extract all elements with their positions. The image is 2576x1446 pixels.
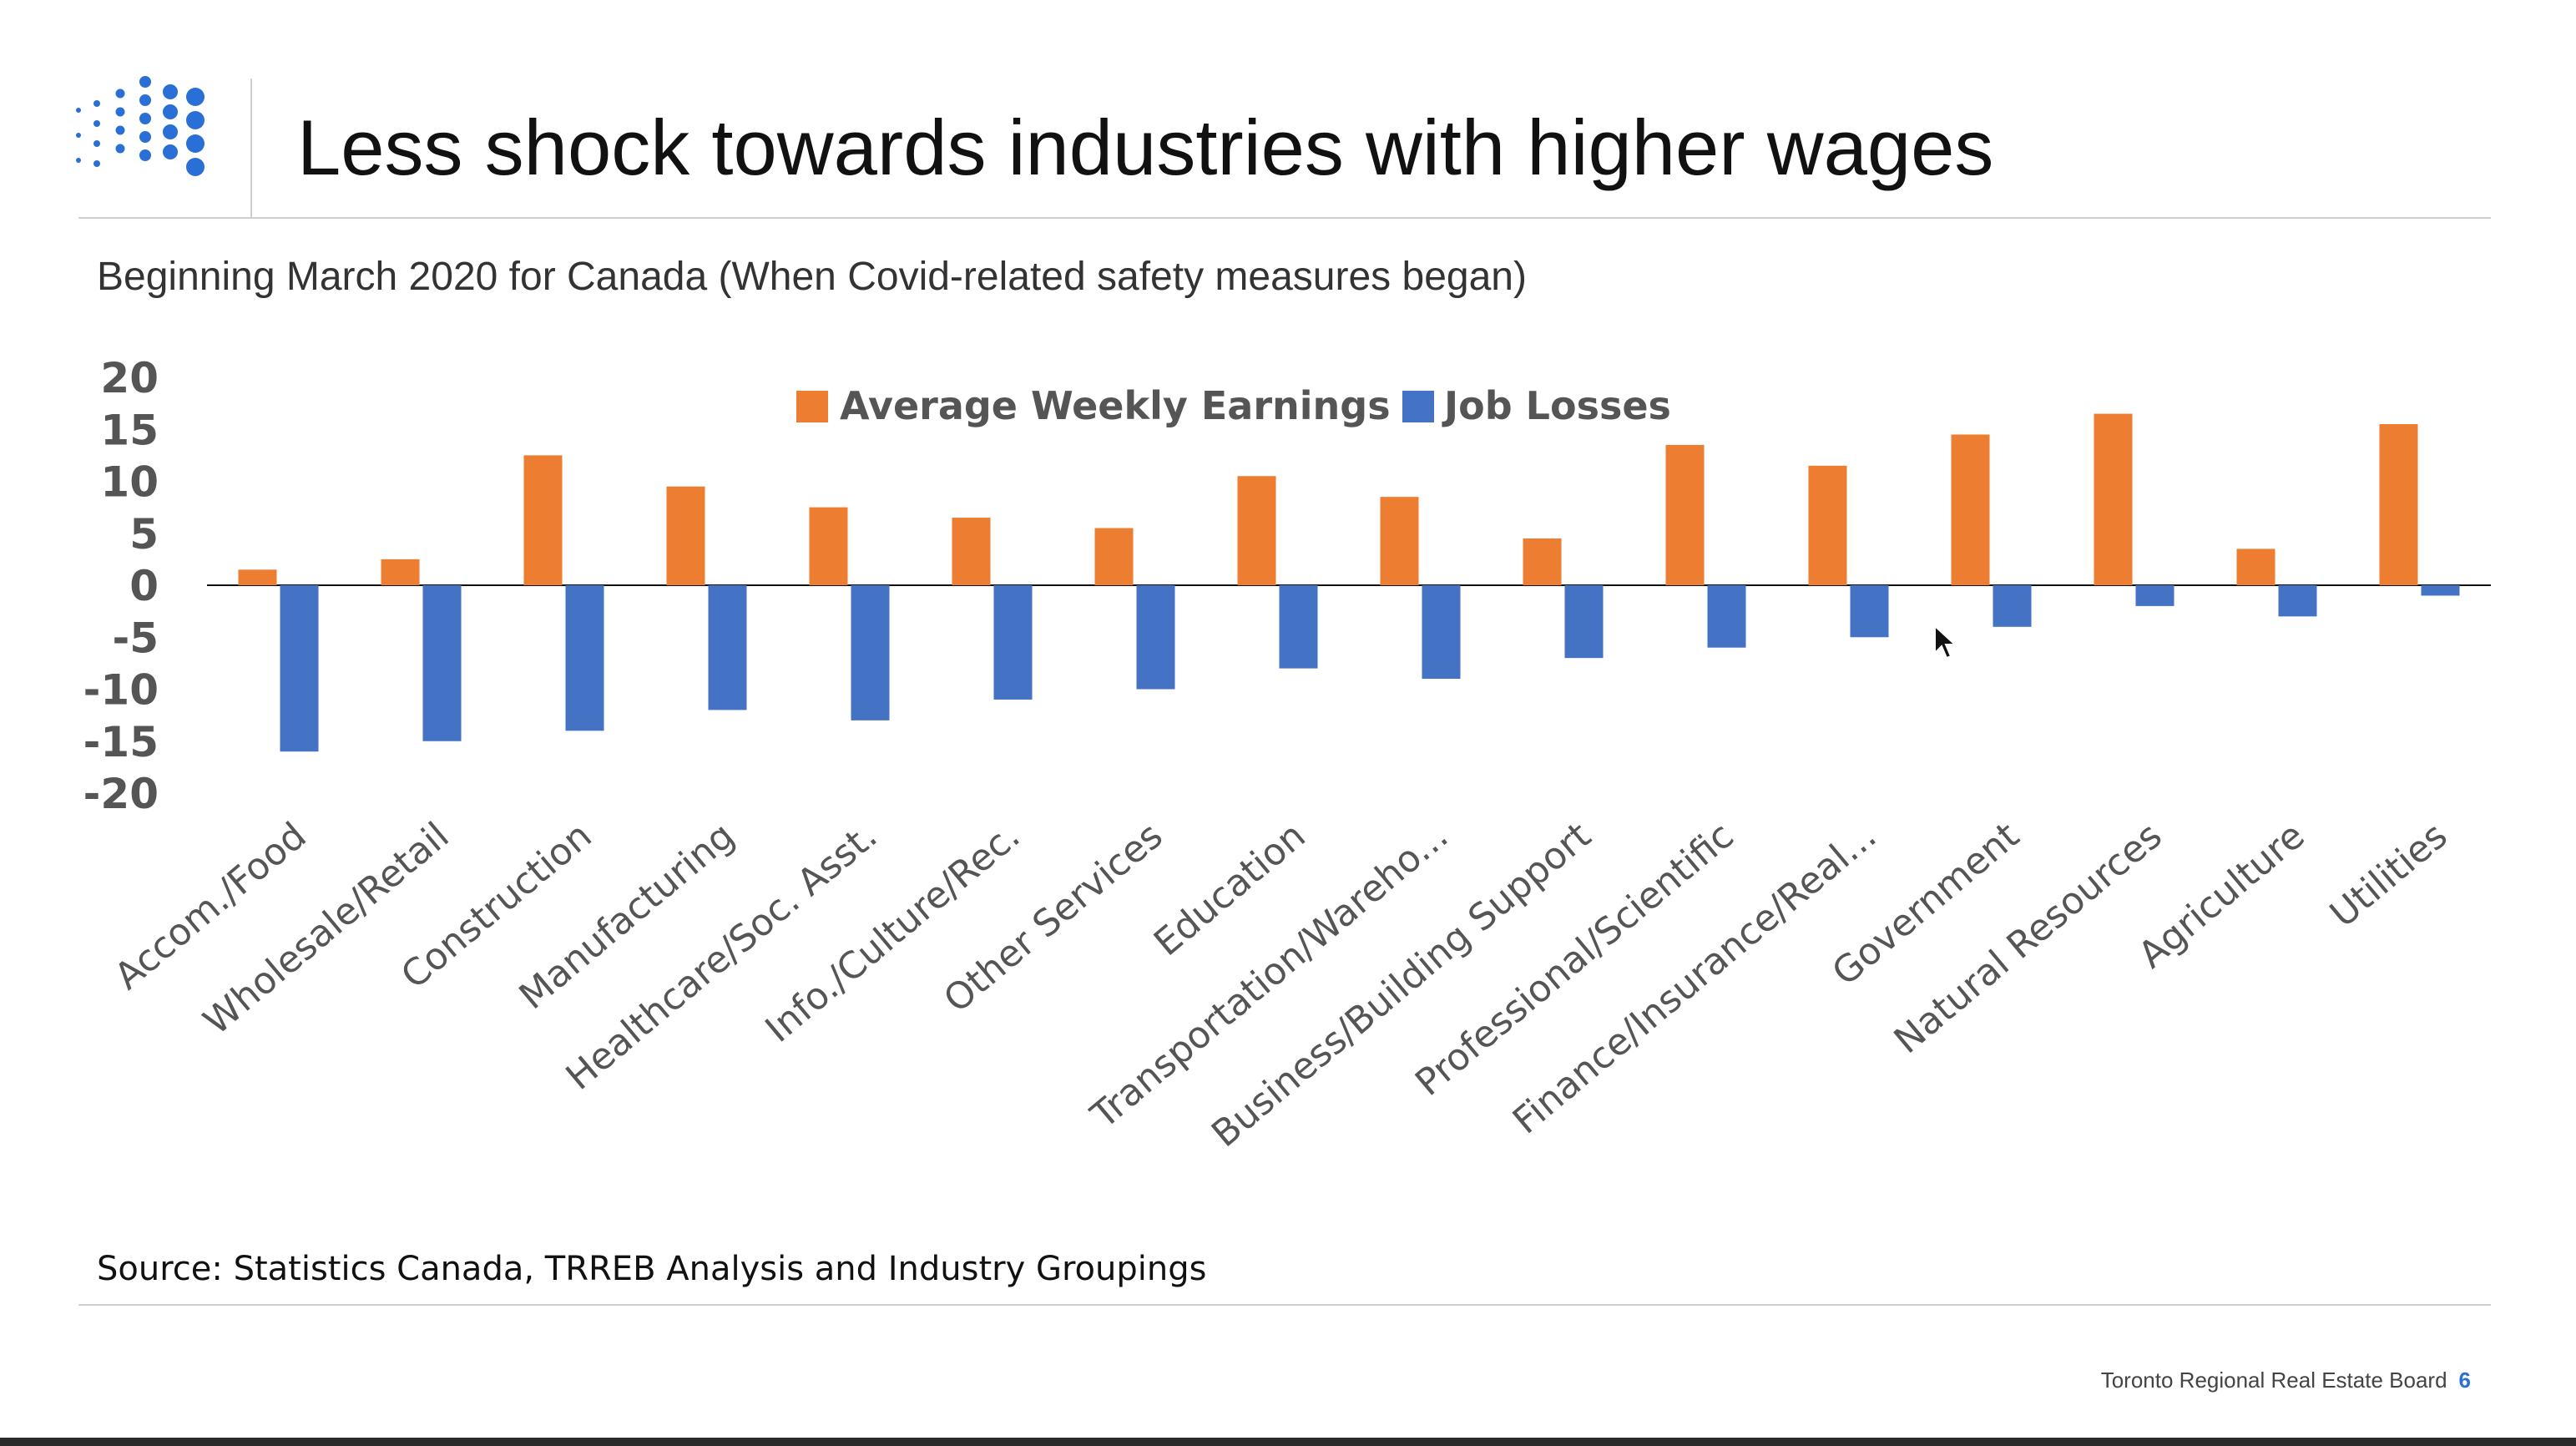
earnings-bar xyxy=(1380,497,1419,585)
y-tick-label: 10 xyxy=(100,458,159,507)
job-losses-bar xyxy=(2421,585,2460,596)
job-losses-bar xyxy=(1564,585,1604,659)
earnings-bar xyxy=(381,559,420,585)
y-tick-label: -5 xyxy=(112,614,159,662)
page-number: 6 xyxy=(2458,1368,2471,1393)
footer-rule xyxy=(78,1304,2491,1306)
job-losses-bar xyxy=(2135,585,2174,606)
slide-subtitle: Beginning March 2020 for Canada (When Co… xyxy=(97,255,1527,299)
legend-swatch-job-losses xyxy=(1402,391,1434,422)
earnings-bar xyxy=(809,507,848,585)
source-note: Source: Statistics Canada, TRREB Analysi… xyxy=(97,1250,1207,1288)
window-bottom-strip xyxy=(0,1438,2576,1446)
y-tick-label: -10 xyxy=(83,666,159,715)
earnings-bar xyxy=(1808,465,1847,585)
legend-swatch-earnings xyxy=(796,391,828,422)
job-losses-bar xyxy=(1707,585,1746,648)
legend-label-job-losses: Job Losses xyxy=(1442,383,1671,428)
category-label: Utilities xyxy=(2322,814,2456,936)
earnings-bar xyxy=(666,486,705,585)
job-losses-bar xyxy=(422,585,462,741)
job-losses-bar xyxy=(1422,585,1461,680)
job-losses-bar xyxy=(2278,585,2317,617)
job-losses-bar xyxy=(1993,585,2032,627)
y-tick-label: -15 xyxy=(83,718,159,766)
job-losses-bar xyxy=(1136,585,1175,690)
job-losses-bar xyxy=(708,585,747,710)
earnings-bar xyxy=(952,518,991,585)
earnings-bar xyxy=(1237,476,1276,585)
y-tick-label: 20 xyxy=(100,354,159,402)
category-label: Wholesale/Retail xyxy=(195,814,457,1043)
earnings-bar xyxy=(1665,444,1705,585)
header-divider xyxy=(250,78,252,217)
earnings-bar xyxy=(2379,424,2418,585)
y-tick-label: 0 xyxy=(129,562,159,610)
dot-matrix-logo-icon xyxy=(76,76,205,176)
header-rule xyxy=(78,217,2491,219)
mouse-pointer-icon xyxy=(1934,624,1957,660)
earnings-bar xyxy=(1094,528,1134,585)
earnings-bar xyxy=(2236,549,2275,585)
legend-label-earnings: Average Weekly Earnings xyxy=(840,383,1391,428)
y-tick-label: 15 xyxy=(100,406,159,454)
footer: Toronto Regional Real Estate Board 6 xyxy=(2101,1368,2471,1393)
job-losses-bar xyxy=(565,585,604,731)
category-label: Natural Resources xyxy=(1887,814,2170,1062)
earnings-bar xyxy=(523,455,563,585)
category-label: Info./Culture/Rec. xyxy=(758,814,1028,1050)
y-tick-label: 5 xyxy=(129,510,159,559)
job-losses-bar xyxy=(1850,585,1889,638)
footer-org: Toronto Regional Real Estate Board xyxy=(2100,1368,2447,1393)
earnings-bar xyxy=(1523,538,1562,585)
job-losses-bar xyxy=(1279,585,1318,669)
earnings-bar xyxy=(1951,434,1990,585)
job-losses-bar xyxy=(993,585,1033,700)
slide-title: Less shock towards industries with highe… xyxy=(297,104,1994,191)
job-losses-bar xyxy=(280,585,319,752)
job-losses-bar xyxy=(851,585,890,720)
earnings-bar xyxy=(238,569,277,585)
earnings-bar xyxy=(2094,413,2133,585)
y-tick-label: -20 xyxy=(83,770,159,818)
